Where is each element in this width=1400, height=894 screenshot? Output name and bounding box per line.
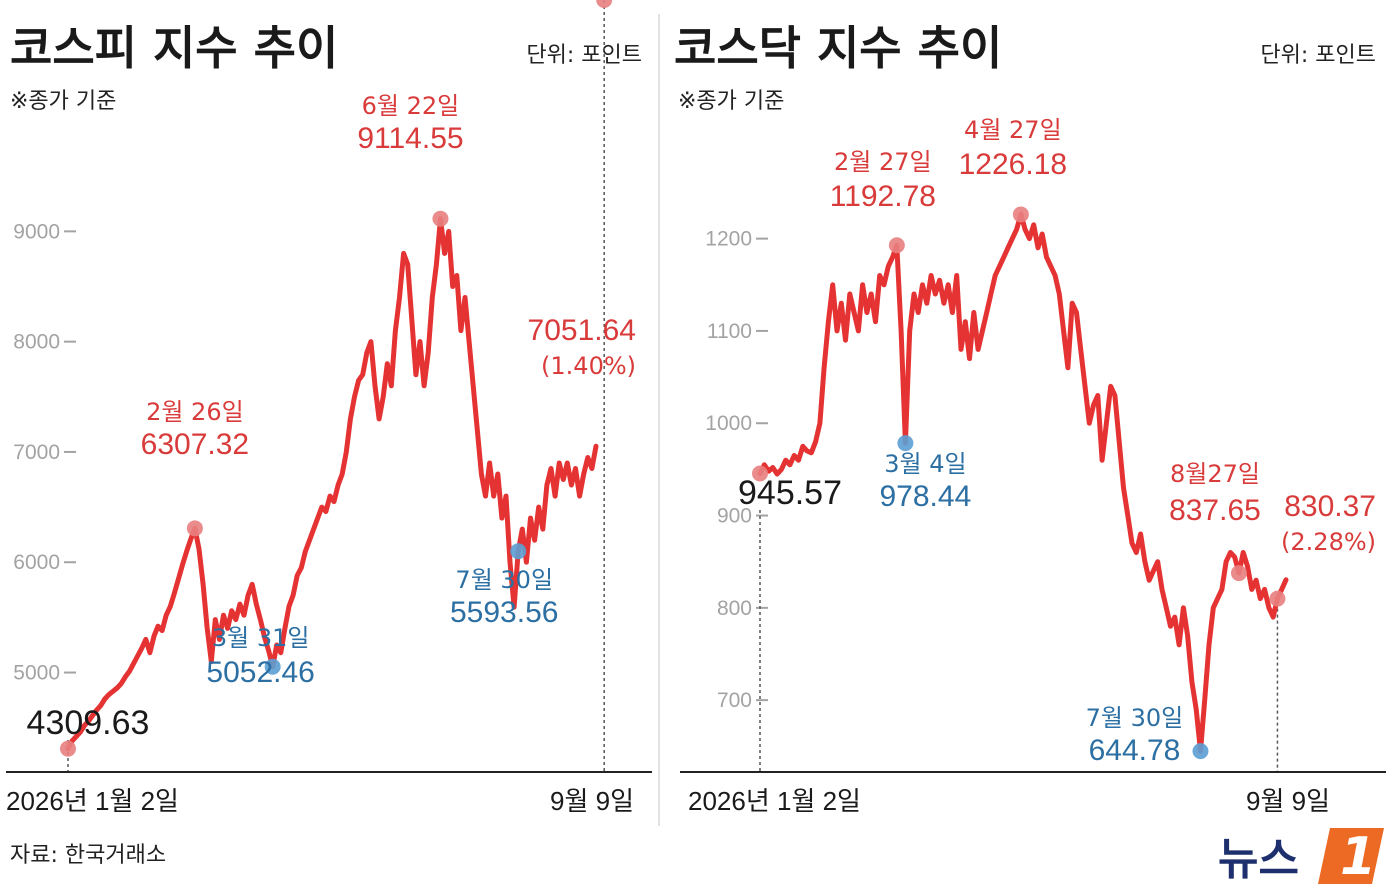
kosdaq-high-date-32: 2월 27일 bbox=[834, 148, 932, 176]
kosdaq-y-tick-label-1100: 1100 bbox=[707, 320, 752, 343]
kosdaq-low-date-34: 3월 4일 bbox=[884, 450, 966, 478]
kosdaq-title: 코스닥 지수 추이 bbox=[674, 21, 1002, 75]
kospi-y-tick-label-7000: 7000 bbox=[13, 441, 60, 464]
kosdaq-marker-low-34 bbox=[897, 435, 914, 452]
kosdaq-high-value-32: 1192.78 bbox=[830, 180, 936, 213]
kosdaq-y-tick-label-900: 900 bbox=[717, 505, 752, 528]
kosdaq-marker-high-112 bbox=[1230, 565, 1247, 582]
kospi-high-value-31: 6307.32 bbox=[141, 428, 249, 461]
kospi-marker-high-91 bbox=[432, 210, 449, 227]
logo-mark-text: 1 bbox=[1340, 827, 1376, 887]
kosdaq-end-change: (2.28%) bbox=[1281, 528, 1376, 556]
news1-logo: 뉴스 1 bbox=[1218, 827, 1384, 887]
kospi-y-tick-label-9000: 9000 bbox=[13, 220, 60, 243]
kospi-y-axis: 5000 6000 7000 8000 9000 bbox=[13, 220, 76, 685]
kospi-marker-low-110 bbox=[510, 543, 527, 560]
logo-mark-icon bbox=[1318, 828, 1384, 884]
kospi-x-start-label: 2026년 1월 2일 bbox=[6, 786, 179, 816]
kosdaq-low-value-103: 644.78 bbox=[1089, 734, 1181, 767]
kospi-x-end-label: 9월 9일 bbox=[550, 786, 634, 816]
kospi-y-tick-label-5000: 5000 bbox=[13, 662, 60, 685]
kospi-series-line bbox=[65, 216, 599, 752]
kosdaq-note: ※종가 기준 bbox=[678, 89, 784, 114]
kospi-marker-start-0 bbox=[60, 740, 76, 757]
source-label: 자료: 한국거래소 bbox=[10, 843, 166, 868]
kospi-marker-end-131 bbox=[596, 0, 613, 8]
kospi-high-date-31: 2월 26일 bbox=[146, 398, 244, 426]
kospi-low-value-50: 5052.46 bbox=[206, 656, 314, 689]
kospi-unit: 단위: 포인트 bbox=[526, 43, 642, 68]
kosdaq-low-value-34: 978.44 bbox=[880, 480, 972, 513]
kosdaq-start-value: 945.57 bbox=[738, 474, 842, 512]
kosdaq-y-tick-label-700: 700 bbox=[717, 689, 752, 712]
kosdaq-y-tick-label-1200: 1200 bbox=[705, 228, 752, 251]
kospi-low-date-110: 7월 30일 bbox=[455, 566, 553, 594]
kosdaq-x-end-label: 9월 9일 bbox=[1246, 786, 1330, 816]
kosdaq-marker-low-103 bbox=[1192, 743, 1209, 760]
kospi-marker-low-50 bbox=[264, 658, 281, 675]
kosdaq-high-value-61: 1226.18 bbox=[959, 148, 1067, 181]
kosdaq-end-value: 830.37 bbox=[1284, 490, 1376, 523]
logo-text: 뉴스 bbox=[1218, 834, 1299, 885]
kosdaq-marker-start-0 bbox=[752, 465, 768, 482]
kospi-y-tick-label-8000: 8000 bbox=[13, 331, 60, 354]
kosdaq-low-date-103: 7월 30일 bbox=[1086, 704, 1184, 732]
kosdaq-y-tick-label-800: 800 bbox=[717, 597, 752, 620]
kospi-marker-high-31 bbox=[186, 520, 203, 537]
kospi-end-value: 7051.64 bbox=[528, 314, 636, 347]
kospi-title: 코스피 지수 추이 bbox=[10, 21, 338, 75]
kospi-note: ※종가 기준 bbox=[10, 89, 116, 114]
kospi-low-date-50: 3월 31일 bbox=[212, 624, 310, 652]
kosdaq-marker-high-32 bbox=[888, 237, 905, 254]
kospi-high-date-91: 6월 22일 bbox=[362, 92, 460, 120]
kosdaq-unit: 단위: 포인트 bbox=[1260, 43, 1376, 68]
kosdaq-high-value-112: 837.65 bbox=[1169, 494, 1261, 527]
kospi-y-tick-label-6000: 6000 bbox=[13, 551, 60, 574]
kosdaq-y-axis: 700 800 900 1000 1100 1200 bbox=[705, 228, 768, 712]
kosdaq-x-start-label: 2026년 1월 2일 bbox=[688, 786, 861, 816]
kosdaq-high-date-61: 4월 27일 bbox=[964, 116, 1062, 144]
kosdaq-high-date-112: 8월27일 bbox=[1170, 460, 1260, 488]
kospi-low-value-110: 5593.56 bbox=[450, 596, 558, 629]
kospi-end-change: (1.40%) bbox=[541, 352, 636, 380]
kosdaq-y-tick-label-1000: 1000 bbox=[705, 412, 752, 435]
kosdaq-marker-end-121 bbox=[1269, 590, 1286, 607]
kospi-start-value: 4309.63 bbox=[27, 704, 150, 742]
kosdaq-marker-high-61 bbox=[1012, 206, 1029, 223]
kospi-high-value-91: 9114.55 bbox=[357, 122, 463, 155]
